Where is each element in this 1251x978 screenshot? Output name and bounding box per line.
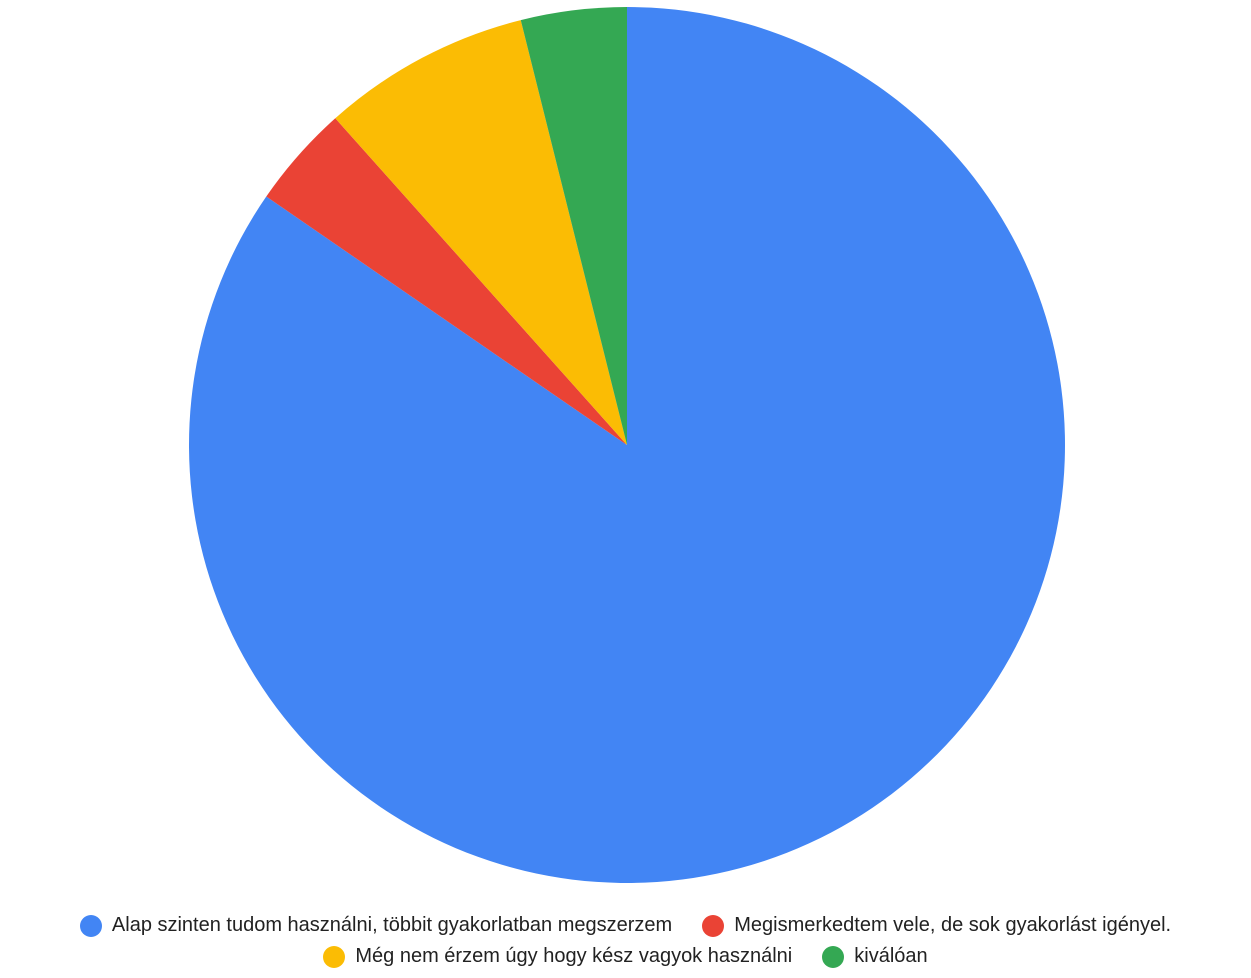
pie-slices bbox=[188, 7, 1065, 884]
legend-item-meg-nem[interactable]: Még nem érzem úgy hogy kész vagyok haszn… bbox=[323, 945, 792, 968]
pie-slice-alap[interactable] bbox=[188, 7, 1065, 884]
pie-chart bbox=[188, 7, 1065, 884]
legend-swatch-alap bbox=[79, 914, 102, 937]
pie-slice-kivaloan[interactable] bbox=[520, 7, 627, 445]
legend-item-kivaloan[interactable]: kiválóan bbox=[822, 945, 928, 968]
legend-item-alap[interactable]: Alap szinten tudom használni, többit gya… bbox=[79, 914, 673, 937]
legend-row-1: Alap szinten tudom használni, többit gya… bbox=[79, 914, 1171, 937]
pie-slice-meg-nem[interactable] bbox=[335, 20, 627, 446]
legend-label-megismerkedtem: Megismerkedtem vele, de sok gyakorlást i… bbox=[734, 914, 1172, 936]
legend-swatch-meg-nem bbox=[323, 945, 346, 968]
pie-slice-megismerkedtem[interactable] bbox=[266, 118, 627, 445]
legend-row-2: Még nem érzem úgy hogy kész vagyok haszn… bbox=[323, 945, 928, 968]
legend-item-megismerkedtem[interactable]: Megismerkedtem vele, de sok gyakorlást i… bbox=[702, 914, 1171, 937]
legend-swatch-kivaloan bbox=[822, 945, 845, 968]
legend-label-kivaloan: kiválóan bbox=[854, 945, 928, 967]
legend-label-alap: Alap szinten tudom használni, többit gya… bbox=[111, 914, 673, 936]
legend: Alap szinten tudom használni, többit gya… bbox=[0, 914, 1251, 968]
legend-label-meg-nem: Még nem érzem úgy hogy kész vagyok haszn… bbox=[355, 945, 793, 967]
legend-swatch-megismerkedtem bbox=[702, 914, 725, 937]
